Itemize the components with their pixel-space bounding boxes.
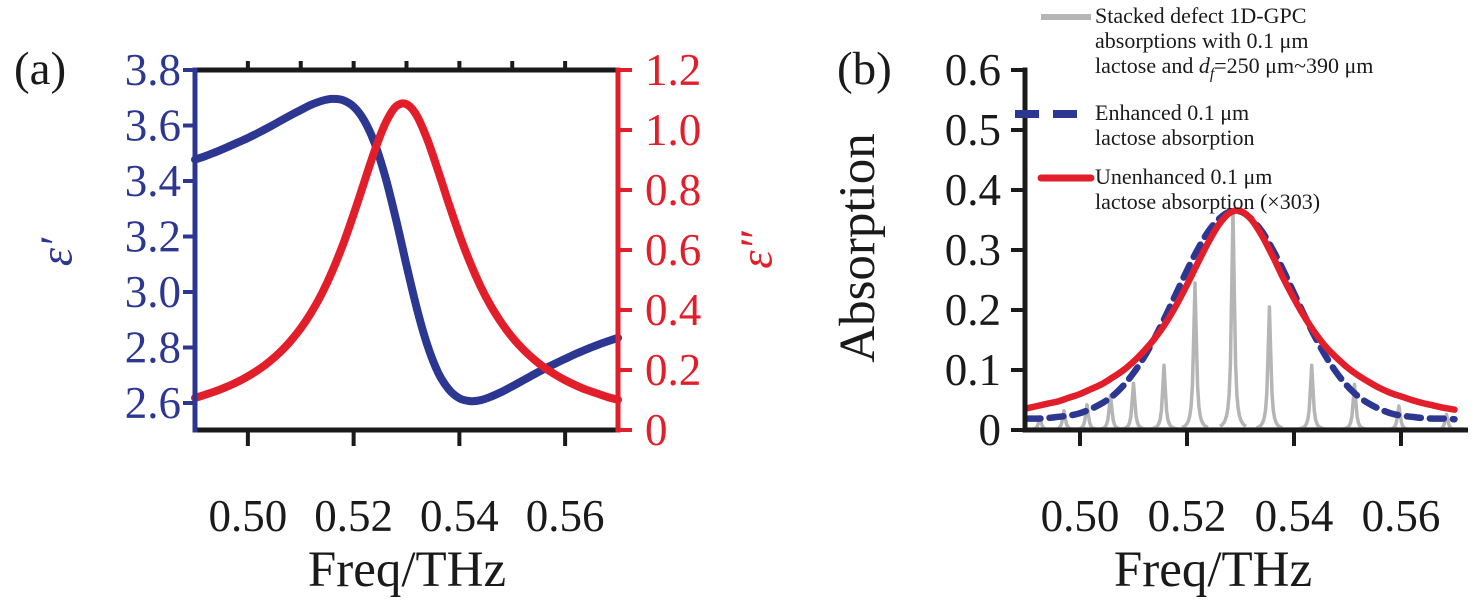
panel-a-right-tick-label: 0	[645, 405, 668, 455]
panel-b-y-tick-label: 0.5	[945, 105, 1001, 155]
defect-mode-spike	[1150, 363, 1178, 431]
panel-a-axes	[183, 61, 632, 446]
blue-dashed-line-swatch	[1015, 110, 1083, 119]
panel-b-curves	[1023, 207, 1458, 423]
panel-a-left-tick-label: 3.6	[125, 101, 181, 151]
legend-text-unenhanced: Unenhanced 0.1 μm lactose absorption (×3…	[1095, 164, 1320, 214]
panel-b-y-axis-title: Absorption	[830, 133, 886, 363]
panel-a-tag: (a)	[14, 43, 67, 95]
panel-a-x-tick-label: 0.52	[314, 491, 393, 541]
panel-b-y-tick-label: 0.4	[945, 165, 1001, 215]
legend-line: Enhanced 0.1 μm	[1095, 100, 1250, 126]
legend-text-enhanced: Enhanced 0.1 μm lactose absorption	[1095, 100, 1254, 150]
legend-line3-pre: lactose and	[1095, 53, 1199, 78]
defect-mode-spike	[1298, 363, 1326, 431]
panel-a-left-tick-label: 3.2	[125, 212, 181, 262]
panel-a-x-tick-label: 0.50	[209, 491, 288, 541]
panel-b-y-tick-label: 0.2	[945, 285, 1001, 335]
defect-mode-spike	[1255, 305, 1283, 430]
panel-a-left-tick-label: 2.6	[125, 378, 181, 428]
panel-a-right-tick-label: 0.8	[645, 165, 701, 215]
legend-item-unenhanced: Unenhanced 0.1 μm lactose absorption (×3…	[1013, 164, 1373, 214]
panel-a-right-tick-label: 0.4	[645, 285, 701, 335]
panel-a-right-tick-label: 0.6	[645, 225, 701, 275]
panel-a-x-tick-label: 0.56	[526, 491, 605, 541]
legend-line: absorptions with 0.1 μm	[1095, 28, 1309, 53]
panel-a-right-axis-title: ε″	[730, 231, 782, 269]
panel-a-x-tick-label: 0.54	[420, 491, 499, 541]
panel-b-y-tick-label: 0.1	[945, 345, 1001, 395]
var-d: d	[1198, 53, 1210, 78]
epsilon-prime-curve	[191, 94, 622, 406]
legend-line: lactose absorption (×303)	[1095, 189, 1321, 215]
legend-item-stacked-defect: Stacked defect 1D-GPC absorptions with 0…	[1013, 3, 1373, 86]
legend-item-enhanced: Enhanced 0.1 μm lactose absorption	[1013, 100, 1373, 150]
defect-mode-spike	[1120, 381, 1147, 431]
panel-a-left-axis-title: ε′	[30, 237, 82, 267]
panel-b-axes	[1011, 67, 1468, 446]
defect-mode-spike	[1181, 281, 1209, 430]
panel-b-x-tick-label: 0.56	[1362, 491, 1441, 541]
panel-a-left-tick-label: 3.8	[125, 45, 181, 95]
red-line-swatch	[1037, 174, 1095, 182]
epsilon-double-prime-curve	[191, 99, 622, 404]
legend-text-stacked-defect: Stacked defect 1D-GPC absorptions with 0…	[1095, 3, 1373, 86]
panel-a-left-tick-label: 3.0	[125, 267, 181, 317]
panel-a-left-tick-label: 3.4	[125, 156, 181, 206]
panel-b-x-tick-label: 0.52	[1148, 491, 1227, 541]
var-d-subscript: f	[1209, 65, 1215, 83]
panel-b-x-tick-label: 0.54	[1255, 491, 1334, 541]
panel-b-y-tick-label: 0.6	[945, 45, 1001, 95]
panel-a-right-tick-label: 0.2	[645, 345, 701, 395]
legend-line: Stacked defect 1D-GPC	[1095, 3, 1307, 28]
panel-a-curves	[191, 94, 622, 406]
panel-b-tag: (b)	[837, 43, 892, 95]
panel-b-y-tick-label: 0	[979, 405, 1002, 455]
panel-a-x-axis-title: Freq/THz	[307, 542, 507, 598]
gray-line-swatch	[1041, 14, 1091, 20]
legend-line: lactose and df=250 μm~390 μm	[1095, 53, 1373, 86]
legend: Stacked defect 1D-GPC absorptions with 0…	[1013, 3, 1373, 214]
tick-labels: 3.8 3.63.4 3.23.0 2.82.6 1.2 1.0 0.8 0.6 0.4 0.2 0…	[125, 45, 1441, 541]
legend-line: Unenhanced 0.1 μm	[1095, 164, 1273, 190]
unenhanced-absorption-curve	[1023, 207, 1458, 413]
panel-b-x-tick-label: 0.50	[1041, 491, 1120, 541]
legend-line3-post: =250 μm~390 μm	[1214, 53, 1374, 78]
legend-line: lactose absorption	[1095, 125, 1255, 151]
defect-mode-spike	[1219, 208, 1247, 428]
panel-b-x-axis-title: Freq/THz	[1113, 542, 1313, 598]
panel-a-right-tick-label: 1.2	[645, 45, 701, 95]
panel-b-y-tick-label: 0.3	[945, 225, 1001, 275]
panel-a-left-tick-label: 2.8	[125, 323, 181, 373]
panel-a-right-tick-label: 1.0	[645, 105, 701, 155]
